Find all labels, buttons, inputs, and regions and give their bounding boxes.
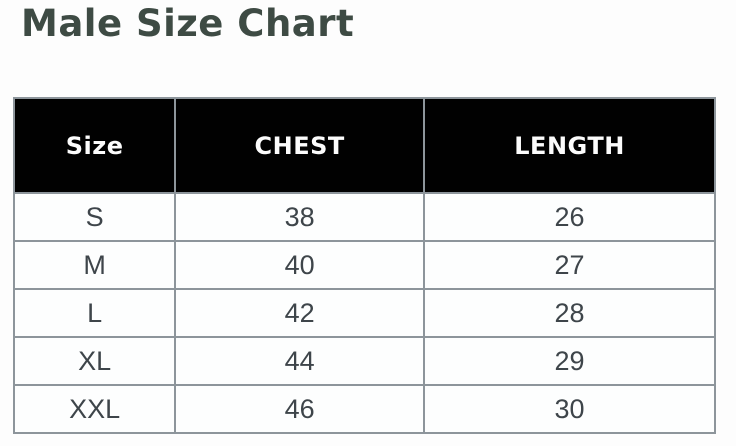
table-row: XXL 46 30 bbox=[12, 384, 716, 434]
table-row: L 42 28 bbox=[12, 288, 716, 338]
table-header: Size CHEST LENGTH bbox=[12, 97, 716, 194]
cell-length: 26 bbox=[423, 192, 716, 242]
header-row: Size CHEST LENGTH bbox=[12, 97, 716, 194]
cell-size: L bbox=[12, 288, 177, 338]
column-header-length: LENGTH bbox=[423, 97, 716, 194]
table-row: XL 44 29 bbox=[12, 336, 716, 386]
table-row: S 38 26 bbox=[12, 192, 716, 242]
cell-size: M bbox=[12, 240, 177, 290]
column-header-size: Size bbox=[12, 97, 177, 194]
cell-chest: 44 bbox=[174, 336, 426, 386]
male-size-chart-table: Size CHEST LENGTH S 38 26 M 40 27 L 42 2… bbox=[12, 97, 716, 434]
cell-chest: 40 bbox=[174, 240, 426, 290]
cell-size: S bbox=[12, 192, 177, 242]
cell-length: 29 bbox=[423, 336, 716, 386]
column-header-chest: CHEST bbox=[174, 97, 426, 194]
cell-length: 27 bbox=[423, 240, 716, 290]
cell-length: 30 bbox=[423, 384, 716, 434]
table-row: M 40 27 bbox=[12, 240, 716, 290]
cell-chest: 38 bbox=[174, 192, 426, 242]
cell-size: XL bbox=[12, 336, 177, 386]
page-title: Male Size Chart bbox=[21, 2, 355, 45]
cell-length: 28 bbox=[423, 288, 716, 338]
cell-size: XXL bbox=[12, 384, 177, 434]
table-body: S 38 26 M 40 27 L 42 28 XL 44 29 XXL 46 … bbox=[12, 192, 716, 434]
cell-chest: 42 bbox=[174, 288, 426, 338]
cell-chest: 46 bbox=[174, 384, 426, 434]
